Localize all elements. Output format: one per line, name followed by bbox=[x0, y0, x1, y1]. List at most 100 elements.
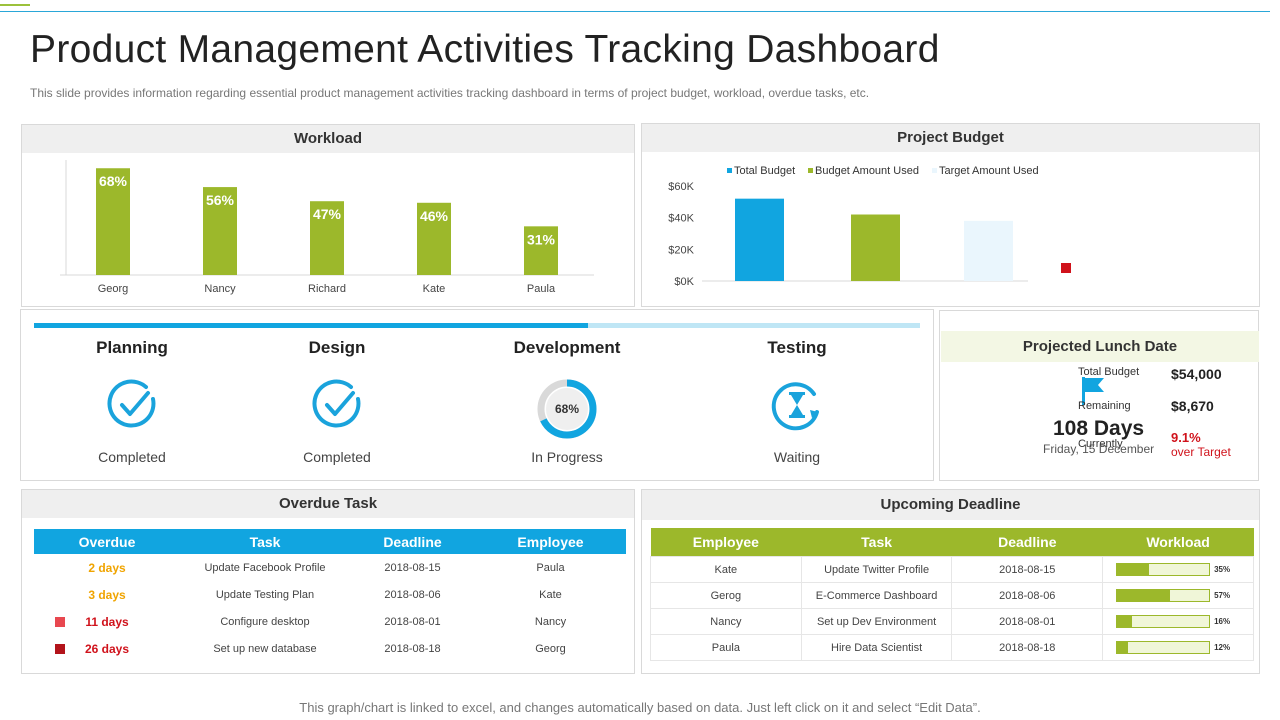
upcoming-col-deadline[interactable]: Deadline bbox=[951, 528, 1103, 557]
workload-progress-fill bbox=[1117, 642, 1129, 653]
overdue-cell: 3 days bbox=[34, 581, 180, 608]
workload-chart[interactable]: 68% Georg 56% Nancy 47% Richard 46% Kate 31% Paul… bbox=[22, 154, 634, 306]
overdue-table: Overdue Task Deadline Employee 2 days Upd… bbox=[34, 529, 626, 662]
upcoming-deadline-cell: 2018-08-15 bbox=[951, 556, 1104, 583]
footer-note: This graph/chart is linked to excel, and… bbox=[299, 700, 981, 715]
stage-development-title: Development bbox=[513, 338, 621, 357]
workload-progress-fill bbox=[1117, 590, 1170, 601]
total-budget-label: Total Budget bbox=[1078, 366, 1140, 378]
overdue-col-task[interactable]: Task bbox=[180, 529, 350, 554]
workload-progress-bar bbox=[1116, 615, 1211, 628]
workload-progress-label: 57% bbox=[1214, 591, 1231, 600]
budget-panel: Project Budget $0K $20K $40K $60K Total Budg… bbox=[641, 123, 1260, 307]
upcoming-workload-cell: 16% bbox=[1102, 608, 1254, 635]
workload-category-label: Nancy bbox=[204, 283, 236, 295]
workload-bar[interactable] bbox=[96, 168, 130, 275]
workload-bar-label: 46% bbox=[420, 208, 449, 224]
workload-category-label: Paula bbox=[527, 283, 556, 295]
remaining-value: $8,670 bbox=[1171, 398, 1214, 414]
overdue-deadline-cell: 2018-08-06 bbox=[384, 588, 441, 601]
overdue-task-cell: Set up new database bbox=[213, 642, 317, 655]
overdue-row[interactable]: 3 days Update Testing Plan 2018-08-06 Kate bbox=[34, 581, 626, 608]
overdue-row[interactable]: 2 days Update Facebook Profile 2018-08-15 P… bbox=[34, 554, 626, 581]
workload-bar[interactable] bbox=[203, 187, 237, 275]
upcoming-task-cell: Set up Dev Environment bbox=[800, 608, 953, 635]
budget-legend-swatch bbox=[808, 168, 813, 173]
workload-bar-label: 68% bbox=[99, 173, 128, 189]
upcoming-title: Upcoming Deadline bbox=[642, 490, 1259, 520]
overall-progress-fill bbox=[34, 323, 588, 328]
budget-y-tick: $60K bbox=[668, 181, 694, 193]
overdue-days: 3 days bbox=[88, 587, 126, 602]
workload-progress-label: 35% bbox=[1214, 565, 1231, 574]
budget-bar[interactable] bbox=[851, 214, 900, 282]
overdue-severity-marker bbox=[55, 617, 65, 627]
overdue-col-deadline[interactable]: Deadline bbox=[350, 529, 475, 554]
workload-progress-fill bbox=[1117, 564, 1150, 575]
upcoming-workload-cell: 57% bbox=[1102, 582, 1254, 609]
workload-panel: Workload 68% Georg 56% Nancy 47% Richard 46% Ka… bbox=[21, 124, 635, 307]
overdue-cell: 26 days bbox=[34, 635, 180, 662]
upcoming-employee-cell: Nancy bbox=[650, 608, 802, 635]
upcoming-row[interactable]: Kate Update Twitter Profile 2018-08-15 35% bbox=[650, 556, 1254, 583]
overdue-col-employee[interactable]: Employee bbox=[475, 529, 626, 554]
budget-legend-swatch bbox=[727, 168, 732, 173]
overdue-col-overdue[interactable]: Overdue bbox=[34, 529, 180, 554]
workload-category-label: Kate bbox=[423, 283, 446, 295]
overdue-rows: 2 days Update Facebook Profile 2018-08-15 P… bbox=[34, 554, 626, 662]
budget-chart[interactable]: $0K $20K $40K $60K Total Budget Budget Amount… bbox=[642, 153, 1259, 307]
launch-date: Friday, 15 December bbox=[1043, 442, 1155, 456]
page-title: Product Management Activities Tracking D… bbox=[30, 28, 940, 71]
overdue-deadline-cell: 2018-08-01 bbox=[384, 615, 441, 628]
workload-progress-bar bbox=[1116, 641, 1211, 654]
upcoming-col-task[interactable]: Task bbox=[801, 528, 952, 557]
overdue-header-row: Overdue Task Deadline Employee bbox=[34, 529, 626, 554]
workload-bar[interactable] bbox=[310, 201, 344, 275]
workload-bar[interactable] bbox=[417, 202, 451, 275]
overdue-days: 11 days bbox=[85, 614, 129, 629]
upcoming-task-cell: Update Twitter Profile bbox=[800, 556, 953, 583]
upcoming-task-cell: Hire Data Scientist bbox=[800, 634, 953, 661]
upcoming-deadline-cell: 2018-08-06 bbox=[951, 582, 1104, 609]
budget-legend-label: Target Amount Used bbox=[939, 165, 1039, 177]
upcoming-row[interactable]: Gerog E-Commerce Dashboard 2018-08-06 57% bbox=[650, 582, 1254, 609]
budget-bar[interactable] bbox=[964, 220, 1013, 281]
launch-title: Projected Lunch Date bbox=[941, 331, 1259, 362]
stage-testing-status: Waiting bbox=[773, 449, 821, 465]
upcoming-row[interactable]: Nancy Set up Dev Environment 2018-08-01 16% bbox=[650, 608, 1254, 635]
budget-bar[interactable] bbox=[735, 198, 784, 281]
overdue-panel: Overdue Task Overdue Task Deadline Emplo… bbox=[21, 489, 635, 674]
workload-progress-label: 16% bbox=[1214, 617, 1231, 626]
upcoming-workload-cell: 12% bbox=[1102, 634, 1254, 661]
check-circle-icon bbox=[311, 379, 363, 436]
upcoming-deadline-cell: 2018-08-18 bbox=[951, 634, 1104, 661]
overdue-deadline-cell: 2018-08-18 bbox=[384, 642, 441, 655]
top-divider bbox=[0, 11, 1270, 12]
overdue-days: 26 days bbox=[84, 641, 130, 656]
upcoming-employee-cell: Kate bbox=[650, 556, 802, 583]
page-subtitle: This slide provides information regardin… bbox=[30, 86, 870, 100]
budget-red-marker bbox=[1061, 263, 1071, 273]
development-progress-label: 68% bbox=[555, 402, 579, 416]
workload-bar[interactable] bbox=[524, 226, 558, 275]
upcoming-col-employee[interactable]: Employee bbox=[650, 528, 802, 557]
overdue-days: 2 days bbox=[88, 560, 126, 575]
upcoming-workload-cell: 35% bbox=[1102, 556, 1254, 583]
overdue-task-cell: Update Testing Plan bbox=[215, 588, 315, 601]
overdue-row[interactable]: 26 days Set up new database 2018-08-18 Geor… bbox=[34, 635, 626, 662]
check-circle-icon bbox=[106, 379, 158, 436]
upcoming-panel: Upcoming Deadline Employee Task Deadline… bbox=[641, 489, 1260, 674]
overdue-row[interactable]: 11 days Configure desktop 2018-08-01 Nancy bbox=[34, 608, 626, 635]
upcoming-col-workload[interactable]: Workload bbox=[1102, 528, 1254, 557]
overdue-cell: 11 days bbox=[34, 608, 180, 635]
stages-panel: Planning Completed Design Completed Deve… bbox=[20, 309, 934, 481]
upcoming-row[interactable]: Paula Hire Data Scientist 2018-08-18 12% bbox=[650, 634, 1254, 661]
budget-legend-label: Total Budget bbox=[734, 165, 795, 177]
workload-bar-label: 56% bbox=[206, 192, 235, 208]
hourglass-icon bbox=[770, 378, 824, 437]
launch-currently: Currently bbox=[1078, 438, 1123, 450]
total-budget-value: $54,000 bbox=[1171, 366, 1222, 382]
stage-development-status: In Progress bbox=[531, 449, 603, 465]
stage-planning-status: Completed bbox=[98, 449, 166, 465]
overdue-employee-cell: Paula bbox=[536, 561, 565, 574]
